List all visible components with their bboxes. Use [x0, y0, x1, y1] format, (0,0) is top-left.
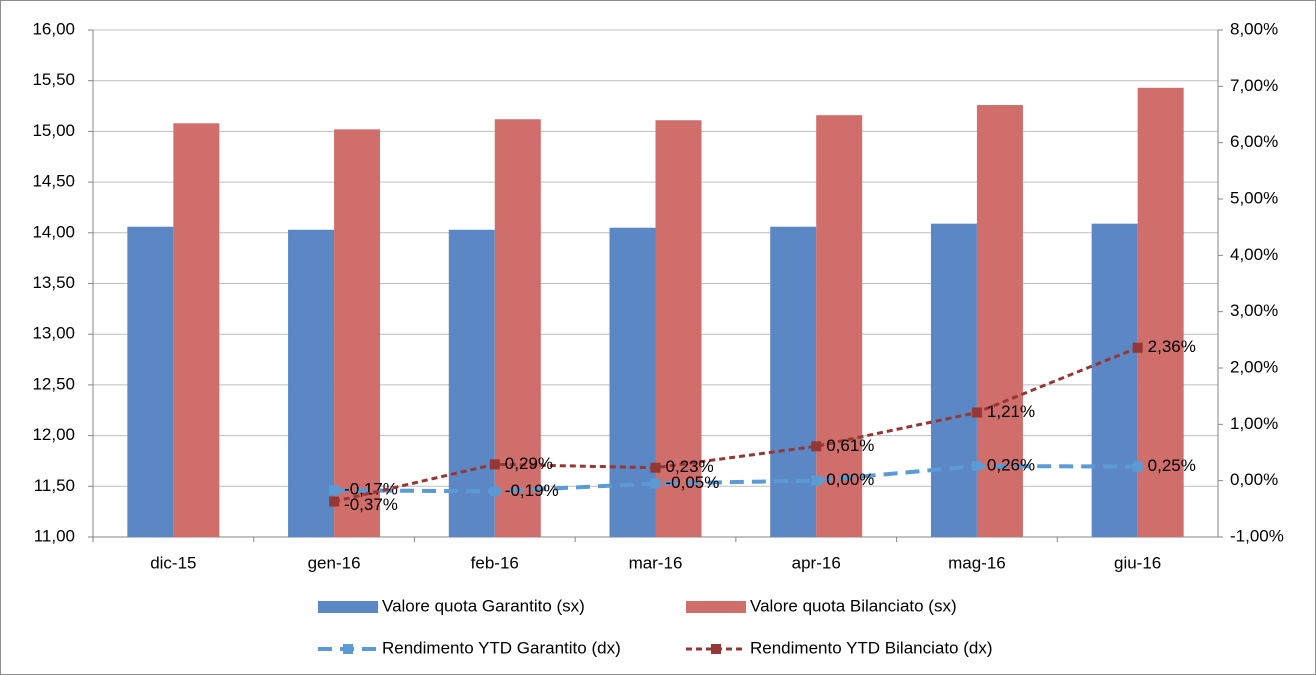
y2-tick-label: 0,00% [1230, 470, 1278, 489]
bar [494, 119, 541, 538]
y-tick-label: 12,00 [32, 425, 75, 444]
data-label: 0,25% [1148, 456, 1196, 475]
y2-tick-label: 4,00% [1230, 245, 1278, 264]
marker [811, 475, 822, 486]
data-label: -0,05% [666, 473, 720, 492]
line [334, 464, 1138, 494]
bar [448, 229, 495, 537]
legend-label: Valore quota Bilanciato (sx) [750, 596, 957, 615]
legend-swatch [318, 601, 378, 613]
legend-label: Valore quota Garantito (sx) [382, 596, 585, 615]
data-label: 0,00% [826, 470, 874, 489]
x-tick-label: mag-16 [948, 553, 1006, 572]
legend-label: Rendimento YTD Bilanciato (dx) [750, 638, 993, 657]
y2-tick-label: 3,00% [1230, 301, 1278, 320]
marker [329, 485, 340, 496]
marker [811, 441, 822, 452]
legend-label: Rendimento YTD Garantito (dx) [382, 638, 621, 657]
x-tick-label: gen-16 [308, 553, 361, 572]
x-tick-label: apr-16 [792, 553, 841, 572]
data-label: 0,29% [505, 454, 553, 473]
y-tick-label: 16,00 [32, 19, 75, 38]
y2-tick-label: 1,00% [1230, 414, 1278, 433]
marker [489, 459, 500, 470]
data-label: 0,61% [826, 436, 874, 455]
legend-marker [711, 644, 721, 654]
marker [489, 486, 500, 497]
marker [650, 462, 661, 473]
y2-tick-label: -1,00% [1230, 526, 1284, 545]
data-label: -0,19% [505, 481, 559, 500]
marker [1132, 461, 1143, 472]
y2-tick-label: 5,00% [1230, 188, 1278, 207]
data-label: 0,26% [987, 456, 1035, 475]
y-tick-label: 11,00 [34, 526, 75, 545]
bar [1137, 87, 1184, 537]
y-tick-label: 15,50 [32, 70, 75, 89]
bar [770, 226, 817, 537]
y-tick-label: 12,50 [32, 374, 75, 393]
x-tick-label: mar-16 [629, 553, 683, 572]
y-tick-label: 14,50 [32, 172, 75, 191]
x-tick-label: giu-16 [1114, 553, 1161, 572]
line [333, 346, 1139, 503]
y-tick-label: 13,50 [32, 273, 75, 292]
y-tick-label: 15,00 [32, 121, 75, 140]
data-label: 0,23% [666, 457, 714, 476]
bar [173, 123, 220, 538]
bar [609, 227, 656, 538]
y-tick-label: 11,50 [34, 476, 75, 495]
bar [1091, 223, 1138, 537]
marker [329, 496, 340, 507]
data-label: 1,21% [987, 402, 1035, 421]
y-tick-label: 14,00 [32, 222, 75, 241]
legend-marker [343, 644, 353, 654]
y2-tick-label: 8,00% [1230, 19, 1278, 38]
marker [650, 478, 661, 489]
x-tick-label: dic-15 [150, 553, 196, 572]
bar [127, 226, 174, 537]
bar [334, 129, 381, 537]
y2-tick-label: 2,00% [1230, 357, 1278, 376]
bar [816, 115, 863, 538]
y2-tick-label: 6,00% [1230, 132, 1278, 151]
y-tick-label: 13,00 [32, 324, 75, 343]
data-label: -0,17% [344, 480, 398, 499]
data-label: -0,37% [344, 495, 398, 514]
bar [930, 223, 977, 537]
x-tick-label: feb-16 [471, 553, 519, 572]
marker [971, 461, 982, 472]
y2-tick-label: 7,00% [1230, 76, 1278, 95]
marker [971, 407, 982, 418]
bar [288, 229, 335, 537]
marker [1132, 342, 1143, 353]
data-label: 2,36% [1148, 337, 1196, 356]
legend-swatch [686, 601, 746, 613]
